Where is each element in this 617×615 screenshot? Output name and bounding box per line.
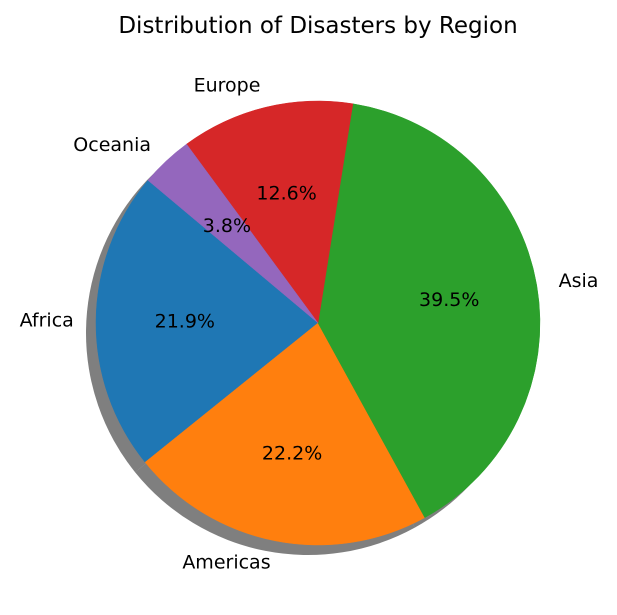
percent-label-europe: 12.6% [256, 183, 316, 205]
slice-europe [186, 100, 354, 324]
slice-africa [95, 179, 319, 463]
slice-americas [144, 322, 426, 546]
category-label-asia: Asia [559, 270, 599, 292]
percent-label-americas: 22.2% [262, 443, 322, 465]
percent-label-asia: 39.5% [419, 289, 479, 311]
category-label-europe: Europe [194, 75, 261, 97]
slice-oceania [147, 143, 319, 324]
category-label-africa: Africa [20, 310, 74, 332]
percent-label-oceania: 3.8% [203, 215, 251, 237]
category-label-americas: Americas [182, 552, 270, 574]
pie-labels: 21.9% Africa 22.2% Americas 39.5% Asia 12.6% Eu… [20, 75, 599, 574]
category-label-oceania: Oceania [73, 134, 151, 156]
percent-label-africa: 21.9% [155, 311, 215, 333]
pie-slices [95, 100, 541, 546]
chart-title: Distribution of Disasters by Region [118, 13, 517, 39]
slice-asia [317, 103, 541, 518]
